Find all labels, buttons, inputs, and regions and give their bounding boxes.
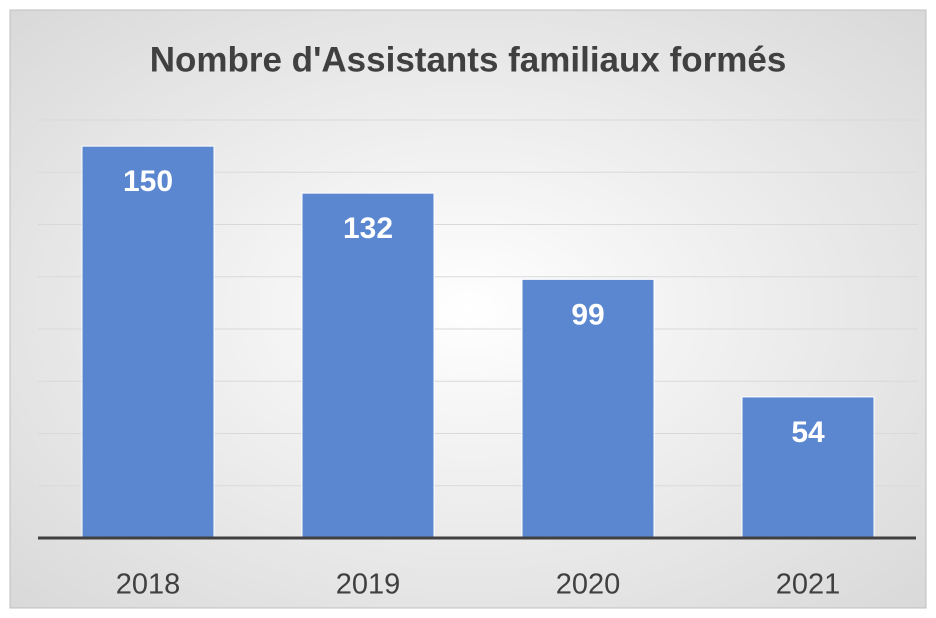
chart-title: Nombre d'Assistants familiaux formés bbox=[150, 40, 787, 79]
bar bbox=[81, 145, 215, 539]
data-label: 99 bbox=[571, 298, 604, 331]
data-label: 150 bbox=[123, 165, 173, 198]
x-tick-label: 2019 bbox=[336, 569, 401, 601]
x-tick-label: 2018 bbox=[116, 569, 181, 601]
x-tick-label: 2020 bbox=[556, 569, 621, 601]
data-label: 54 bbox=[791, 416, 825, 449]
bar bbox=[301, 192, 435, 539]
x-tick-label: 2021 bbox=[776, 569, 841, 601]
data-label: 132 bbox=[343, 212, 393, 245]
